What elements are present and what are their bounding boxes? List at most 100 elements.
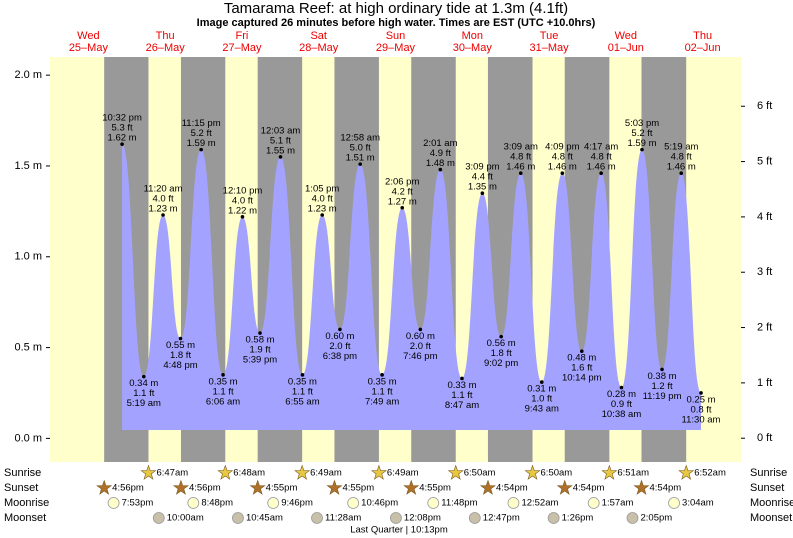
tide-label: 9:02 pm bbox=[484, 358, 518, 369]
tide-point bbox=[141, 374, 146, 379]
tide-label: 4.4 ft bbox=[472, 172, 493, 183]
moonrise-time: 3:04am bbox=[682, 498, 714, 509]
sunset-icon bbox=[403, 479, 420, 495]
tide-point bbox=[679, 171, 684, 176]
tide-label: 1.48 m bbox=[426, 158, 455, 169]
date-label: 28–May bbox=[299, 42, 339, 54]
tide-label: 7:46 pm bbox=[403, 351, 437, 362]
tide-point bbox=[221, 373, 225, 377]
tide-label: 0.38 m bbox=[648, 371, 677, 382]
day-label: Sat bbox=[310, 30, 327, 42]
y2-tick-label: 1 ft bbox=[757, 377, 772, 389]
sunrise-time: 6:51am bbox=[617, 468, 649, 479]
moonset-time: 11:28am bbox=[325, 513, 361, 524]
sunset-icon bbox=[172, 479, 189, 495]
sunset-icon bbox=[96, 479, 113, 495]
sunrise-icon bbox=[294, 464, 311, 480]
sunrise-icon bbox=[217, 464, 234, 480]
sunrise-icon bbox=[140, 464, 157, 480]
day-label: Wed bbox=[77, 30, 99, 42]
tide-label: 10:32 pm bbox=[102, 113, 142, 124]
day-label: Mon bbox=[462, 30, 483, 42]
tide-point bbox=[660, 367, 664, 372]
chart-subtitle: Image captured 26 minutes before high wa… bbox=[197, 17, 596, 29]
sunset-icon bbox=[479, 479, 496, 495]
moonrise-time: 7:53pm bbox=[122, 498, 154, 509]
tide-point bbox=[358, 162, 363, 166]
date-label: 01–Jun bbox=[608, 42, 644, 54]
sunset-icon bbox=[249, 479, 266, 495]
chart-title: Tamarama Reef: at high ordinary tide at … bbox=[224, 0, 568, 17]
tide-label: 1:05 pm bbox=[305, 184, 339, 195]
moonrise-icon bbox=[107, 497, 120, 509]
tide-label: 9:43 am bbox=[525, 404, 559, 415]
moonrise-time: 10:46pm bbox=[361, 498, 398, 509]
tide-point bbox=[199, 147, 203, 152]
tide-label: 7:49 am bbox=[365, 396, 399, 407]
y-tick-label: 1.0 m bbox=[14, 251, 42, 263]
moonset-time: 12:08pm bbox=[404, 513, 441, 524]
row-label: Sunset bbox=[750, 482, 784, 494]
tide-label: 0.55 m bbox=[166, 340, 195, 351]
moonset-icon bbox=[152, 512, 165, 524]
moonrise-icon bbox=[267, 497, 280, 509]
y2-tick-label: 4 ft bbox=[757, 211, 772, 223]
moonrise-icon bbox=[507, 497, 520, 509]
row-label: Sunset bbox=[4, 482, 38, 494]
moonrise-icon bbox=[587, 497, 600, 509]
tide-label: 2:06 pm bbox=[385, 176, 419, 187]
tide-label: 0.33 m bbox=[447, 380, 476, 391]
tide-label: 2.0 ft bbox=[410, 341, 431, 352]
sunrise-time: 6:49am bbox=[387, 468, 419, 479]
y2-tick-label: 0 ft bbox=[757, 432, 772, 444]
row-label: Moonset bbox=[750, 512, 792, 524]
moonset-icon bbox=[232, 512, 244, 524]
moonrise-icon bbox=[187, 497, 200, 509]
sunset-time: 4:55pm bbox=[419, 483, 451, 494]
sunset-icon bbox=[633, 479, 650, 495]
sunset-time: 4:55pm bbox=[342, 483, 374, 494]
tide-point bbox=[518, 171, 523, 176]
tide-point bbox=[120, 142, 124, 146]
tide-label: 11:19 pm bbox=[643, 391, 682, 402]
tide-label: 4:17 am bbox=[584, 142, 618, 153]
tide-label: 12:03 am bbox=[261, 125, 301, 136]
day-label: Thu bbox=[156, 30, 175, 42]
tide-point bbox=[480, 191, 485, 196]
tide-label: 0.9 ft bbox=[611, 399, 632, 410]
tide-label: 1.46 m bbox=[667, 162, 696, 173]
tide-label: 1.27 m bbox=[388, 196, 417, 207]
tide-label: 1.23 m bbox=[149, 204, 178, 215]
moonrise-time: 9:46pm bbox=[281, 498, 313, 509]
tide-label: 5.2 ft bbox=[191, 128, 212, 139]
sunrise-time: 6:47am bbox=[156, 468, 188, 479]
row-label: Moonrise bbox=[4, 497, 49, 509]
tide-label: 6:55 am bbox=[285, 396, 319, 407]
tide-label: 0.35 m bbox=[368, 376, 397, 387]
moon-phase: Last Quarter | 10:13pm bbox=[350, 525, 448, 536]
tide-label: 4:09 pm bbox=[545, 142, 579, 153]
sunrise-icon bbox=[601, 464, 618, 480]
tide-label: 0.8 ft bbox=[690, 405, 711, 416]
tide-label: 0.31 m bbox=[527, 384, 556, 395]
date-label: 26–May bbox=[146, 42, 186, 54]
tide-label: 4.0 ft bbox=[232, 195, 253, 206]
date-label: 31–May bbox=[529, 42, 569, 54]
tide-label: 1.51 m bbox=[346, 153, 375, 164]
tide-label: 1.0 ft bbox=[531, 394, 552, 405]
tide-label: 6:38 pm bbox=[323, 351, 357, 362]
tide-label: 4.0 ft bbox=[152, 194, 173, 205]
tide-point bbox=[320, 213, 324, 217]
tide-label: 0.48 m bbox=[567, 353, 596, 364]
tide-label: 4.8 ft bbox=[552, 152, 573, 163]
tide-area bbox=[122, 144, 702, 431]
sunset-time: 4:56pm bbox=[189, 483, 221, 494]
moonset-time: 10:45am bbox=[246, 513, 283, 524]
sunset-time: 4:54pm bbox=[650, 483, 682, 494]
tide-label: 12:58 am bbox=[340, 133, 380, 144]
tide-label: 5.0 ft bbox=[350, 143, 371, 154]
tide-label: 5.3 ft bbox=[112, 123, 133, 134]
tide-point bbox=[338, 327, 342, 332]
tide-label: 1.22 m bbox=[228, 205, 257, 216]
tide-point bbox=[300, 373, 305, 377]
